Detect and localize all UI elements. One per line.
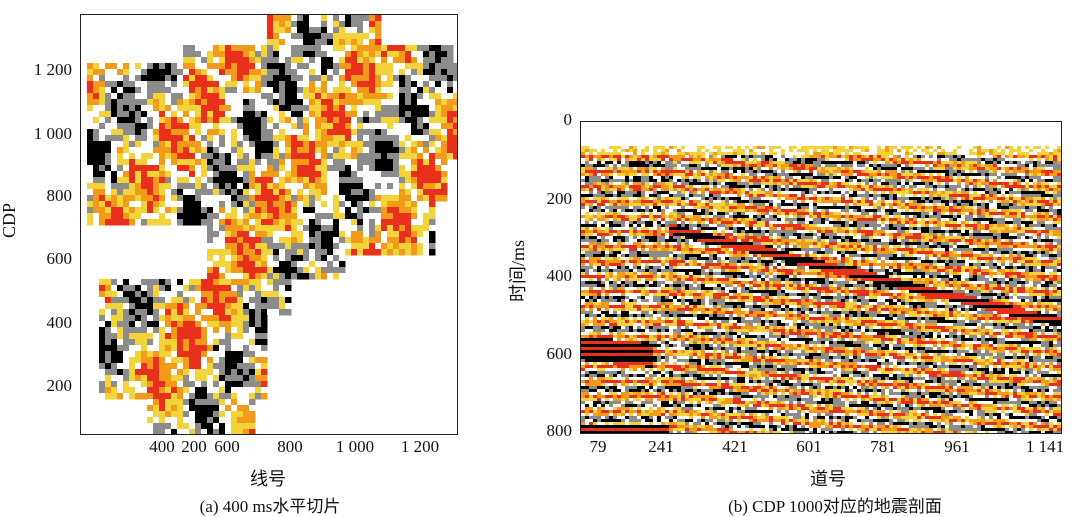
- time-slice-plot: [80, 14, 458, 435]
- slice-cells: [87, 15, 457, 434]
- y-tick-label: 1 000: [33, 124, 72, 143]
- y-axis-title: CDP: [0, 202, 20, 239]
- x-tick-label: 800: [277, 437, 303, 456]
- y-tick-label: 400: [46, 313, 73, 332]
- x-axis-title: 线号: [250, 469, 286, 489]
- y-tick-label: 200: [46, 376, 73, 395]
- caption-b: (b) CDP 1000对应的地震剖面: [728, 497, 942, 516]
- x-tick-label: 1 200: [400, 437, 440, 456]
- y-tick-label: 600: [46, 249, 73, 268]
- x-tick-label: 961: [944, 437, 970, 456]
- seismic-section-plot: [580, 121, 1062, 434]
- y-tick-label: 1 200: [33, 60, 72, 79]
- x-tick-label: 241: [648, 437, 674, 456]
- y-tick-label: 800: [46, 186, 73, 205]
- x-tick-label: 1 000: [335, 437, 375, 456]
- x-tick-label: 1 141: [1025, 437, 1065, 456]
- time-slice-image: [87, 15, 457, 434]
- y-tick-label: 200: [546, 189, 573, 208]
- y-tick-label: 0: [563, 110, 573, 129]
- y-tick-label: 400: [546, 266, 573, 285]
- x-axis-title: 道号: [810, 469, 846, 489]
- y-axis-title: 时间/ms: [508, 239, 529, 303]
- x-tick-label: 79: [589, 437, 607, 456]
- x-tick-label: 601: [796, 437, 822, 456]
- x-tick-label: 421: [722, 437, 748, 456]
- x-tick-label: 400: [149, 437, 175, 456]
- x-tick-label: 781: [870, 437, 896, 456]
- y-tick-label: 600: [546, 344, 573, 363]
- section-cells: [581, 146, 1061, 433]
- x-tick-label: 600: [214, 437, 240, 456]
- seismic-section-image: [581, 146, 1061, 433]
- caption-a: (a) 400 ms水平切片: [199, 497, 341, 516]
- x-tick-label: 200: [181, 437, 207, 456]
- y-tick-label: 800: [546, 421, 573, 440]
